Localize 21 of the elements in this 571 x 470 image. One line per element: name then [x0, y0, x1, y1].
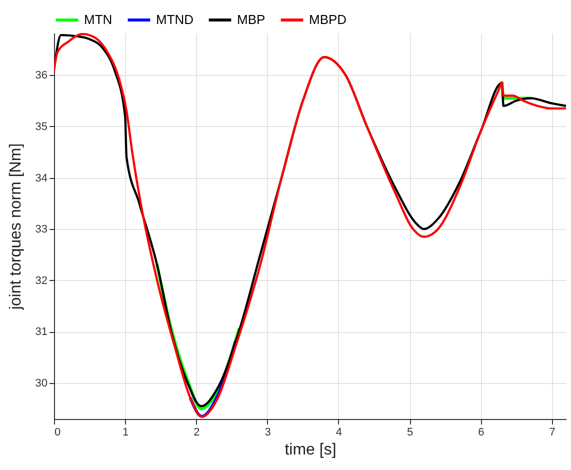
x-tick-label: 0: [54, 426, 61, 438]
x-tick-label: 1: [122, 426, 129, 438]
legend-label: MBP: [237, 12, 266, 27]
y-tick-label: 30: [35, 378, 48, 390]
x-tick-label: 5: [406, 426, 414, 438]
x-tick-label: 4: [336, 426, 342, 438]
x-tick-label: 3: [264, 426, 271, 438]
y-axis-title: joint torques norm [Nm]: [7, 143, 24, 311]
y-tick-label: 35: [35, 120, 48, 133]
y-tick-label: 34: [35, 172, 48, 184]
y-tick-label: 32: [35, 274, 48, 287]
y-tick-label: 33: [35, 224, 48, 236]
legend-label: MBPD: [309, 12, 347, 27]
x-axis-title: time [s]: [284, 442, 336, 458]
x-tick-label: 7: [549, 426, 556, 438]
legend-label: MTN: [84, 12, 112, 27]
y-tick-label: 31: [35, 326, 48, 338]
legend-label: MTND: [156, 12, 194, 27]
y-tick-label: 36: [35, 70, 48, 82]
x-tick-label: 2: [194, 426, 200, 438]
x-tick-label: 6: [478, 426, 484, 438]
